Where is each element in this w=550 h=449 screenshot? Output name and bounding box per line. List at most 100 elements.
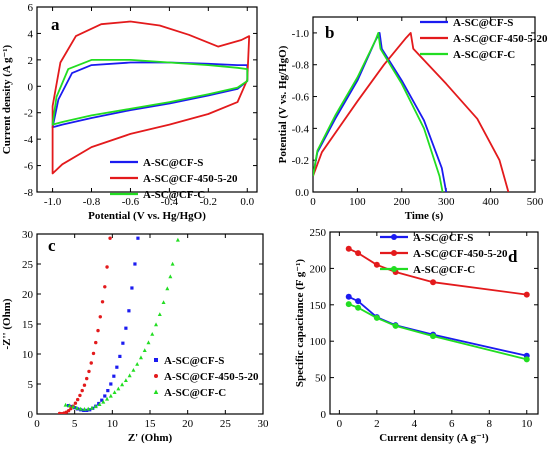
data-point	[91, 351, 96, 356]
x-tick-label: 10	[521, 418, 533, 430]
data-point	[373, 261, 380, 268]
legend-label: A-SC@CF-S	[453, 17, 513, 29]
data-point	[345, 293, 352, 300]
series-3	[313, 32, 444, 192]
x-axis-label: Potential (V vs. Hg/HgO)	[88, 210, 206, 222]
data-point	[71, 404, 76, 409]
data-point	[355, 304, 362, 311]
x-tick-label: 15	[145, 418, 157, 430]
data-point	[523, 356, 530, 363]
data-point	[112, 390, 117, 394]
data-point	[345, 245, 352, 252]
y-tick-label: -6	[24, 161, 34, 173]
data-point	[106, 389, 110, 393]
data-point	[67, 403, 72, 408]
y-tick-label: 4	[28, 28, 34, 40]
y-tick-label: 0	[28, 81, 34, 93]
data-point	[430, 279, 437, 286]
panel-c: 0 5 10 15 20 25 30 0 5 10 15 20 25 30 Z' (Ohm) -Z'' (Oh…	[1, 229, 269, 444]
series-1	[345, 293, 530, 359]
data-point	[86, 406, 91, 411]
x-tick-label: 20	[182, 418, 194, 430]
data-point	[165, 286, 170, 291]
panel-label: a	[51, 15, 60, 34]
series-2	[51, 20, 251, 175]
y-tick-label: -0.6	[292, 92, 310, 104]
x-tick-label: -0.8	[83, 196, 101, 208]
y-tick-label: 100	[310, 336, 327, 348]
data-point	[127, 309, 131, 313]
data-point	[430, 333, 437, 340]
x-axis-label: Z' (Ohm)	[128, 432, 173, 444]
y-tick-label: -0.2	[292, 155, 309, 167]
x-tick-label: 0	[337, 418, 343, 430]
y-tick-label: 15	[22, 319, 34, 331]
x-tick-label: 0.0	[240, 196, 254, 208]
data-point	[373, 314, 380, 321]
data-point	[124, 326, 128, 330]
series-3	[63, 237, 180, 411]
data-point	[115, 365, 119, 369]
series-1	[67, 236, 140, 412]
data-point	[136, 236, 140, 240]
data-point	[93, 404, 98, 409]
data-point	[73, 401, 78, 405]
data-point	[392, 322, 399, 329]
x-tick-label: 0	[310, 196, 316, 208]
plot-frame	[312, 16, 536, 193]
series-3	[51, 59, 249, 126]
data-point	[355, 250, 362, 257]
data-point	[89, 361, 93, 365]
y-tick-label: 20	[22, 289, 34, 301]
series-line	[313, 32, 444, 192]
x-tick-label: 500	[527, 196, 544, 208]
legend-label: A-SC@CF-S	[143, 157, 203, 169]
x-tick-label: 200	[394, 196, 411, 208]
y-tick-label: 2	[28, 55, 34, 67]
data-point	[133, 262, 137, 266]
data-point	[98, 315, 102, 319]
y-tick-label: 5	[28, 379, 34, 391]
legend-label: A-SC@CF-C	[164, 387, 226, 399]
plot-frame	[329, 231, 539, 415]
y-tick-label: 10	[22, 349, 34, 361]
legend: A-SC@CF-S A-SC@CF-450-5-20 A-SC@CF-C	[380, 232, 508, 276]
y-axis-label: Current density (A g⁻¹)	[1, 44, 13, 154]
x-tick-label: -0.2	[200, 196, 217, 208]
data-point	[96, 328, 100, 333]
data-point	[130, 286, 134, 290]
legend: A-SC@CF-S A-SC@CF-450-5-20 A-SC@CF-C	[153, 355, 259, 399]
legend-marker	[391, 266, 397, 272]
data-point	[89, 405, 94, 410]
series-line	[313, 32, 510, 192]
y-tick-label: 0.0	[295, 187, 309, 199]
x-tick-label: 0	[34, 418, 40, 430]
x-tick-label: 6	[449, 418, 455, 430]
data-point	[63, 402, 68, 407]
data-point	[101, 399, 106, 404]
data-point	[168, 274, 173, 279]
legend-label: A-SC@CF-C	[143, 189, 205, 201]
data-point	[80, 388, 84, 393]
series-3	[345, 301, 530, 363]
data-point	[100, 398, 104, 402]
data-point	[118, 354, 122, 358]
data-point	[157, 312, 162, 316]
y-tick-label: -4	[24, 134, 34, 146]
data-point	[131, 368, 136, 372]
panel-a: -1.0 -0.8 -0.6 -0.4 -0.2 0.0 -8 -6 -4 -2 0 2 4 6 Poten…	[1, 2, 258, 222]
legend-marker	[391, 234, 397, 240]
data-point	[97, 402, 102, 406]
plot-frame	[36, 233, 264, 415]
y-tick-label: -8	[24, 187, 34, 199]
legend: A-SC@CF-S A-SC@CF-450-5-20 A-SC@CF-C	[420, 17, 548, 61]
data-point	[150, 332, 155, 336]
y-tick-label: 50	[315, 373, 327, 385]
x-tick-label: 8	[487, 418, 493, 430]
x-tick-label: 400	[482, 196, 499, 208]
x-tick-label: -0.6	[122, 196, 140, 208]
data-point	[108, 393, 113, 398]
y-tick-label: 25	[22, 259, 34, 271]
data-point	[82, 383, 87, 387]
